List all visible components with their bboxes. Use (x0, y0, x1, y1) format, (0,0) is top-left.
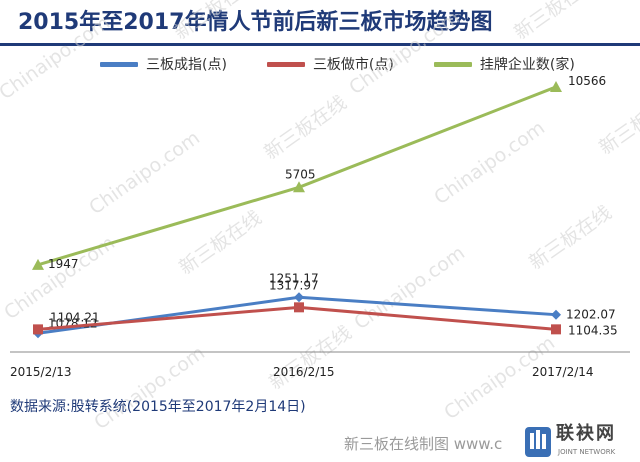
watermark-text: 新三板在线 (175, 207, 265, 280)
data-label-market-making: 1251.17 (269, 271, 319, 285)
title-underline (0, 43, 640, 46)
watermark-text: 新三板在线 (525, 202, 615, 275)
watermark-text: 新三板在线 (170, 0, 260, 44)
logo-text-english: JOINT NETWORK (558, 448, 616, 456)
chart-legend: 三板成指(点) 三板做市(点) 挂牌企业数(家) (100, 54, 600, 74)
data-label-listed-companies: 1947 (48, 257, 79, 271)
watermark-text: 新三板在线 (260, 92, 350, 165)
data-label-index: 1202.07 (566, 308, 616, 322)
series-layer: 1078.121317.971202.071104.211251.171104.… (32, 74, 618, 339)
footer-credit: 新三板在线制图 www.c (344, 435, 503, 453)
data-label-listed-companies: 10566 (568, 74, 606, 88)
watermark-text: Chinaipo.com (0, 12, 114, 104)
watermark-text: Chinaipo.com (85, 127, 204, 219)
data-point-listed-companies (32, 258, 44, 270)
legend-swatch-market-making (266, 61, 305, 67)
watermark-text: 新三板在线 (510, 0, 600, 44)
joint-network-logo: 联袂网 JOINT NETWORK (524, 424, 636, 460)
data-point-market-making (294, 302, 304, 313)
watermark-text: Chinaipo.com (90, 342, 209, 434)
legend-swatch-listed-companies (433, 61, 472, 67)
data-point-market-making (551, 324, 561, 335)
legend-label-listed-companies: 挂牌企业数(家) (479, 57, 575, 73)
data-label-market-making: 1104.21 (50, 310, 100, 324)
x-tick-label: 2016/2/15 (273, 365, 335, 379)
watermark-text: 新三板在线 (265, 322, 355, 395)
data-source-note: 数据来源:股转系统(2015年至2017年2月14日) (10, 399, 306, 415)
data-point-market-making (33, 324, 43, 335)
data-point-index (551, 309, 561, 320)
legend-label-index: 三板成指(点) (146, 57, 227, 73)
x-tick-label: 2015/2/13 (10, 365, 72, 379)
data-point-listed-companies (293, 181, 305, 193)
legend-label-market-making: 三板做市(点) (312, 57, 394, 73)
watermark-text: 新三板在线 (595, 87, 640, 160)
legend-item-listed-companies: 挂牌企业数(家) (433, 54, 575, 74)
x-tick-label: 2017/2/14 (532, 365, 594, 379)
data-label-market-making: 1104.35 (568, 323, 618, 337)
chart-title: 2015年至2017年情人节前后新三板市场趋势图 (18, 10, 493, 35)
data-point-listed-companies (550, 80, 562, 92)
legend-item-index: 三板成指(点) (100, 54, 227, 74)
legend-item-market-making: 三板做市(点) (266, 54, 394, 74)
data-label-index: 1317.97 (269, 278, 319, 292)
logo-text-chinese: 联袂网 (556, 423, 616, 444)
data-label-listed-companies: 5705 (285, 167, 316, 181)
logo-mark-icon (525, 427, 551, 457)
legend-swatch-index (100, 61, 138, 67)
x-tick-labels: 2015/2/13 2016/2/15 2017/2/14 (10, 365, 594, 379)
watermark-text: Chinaipo.com (345, 7, 464, 99)
data-point-index (294, 292, 304, 303)
